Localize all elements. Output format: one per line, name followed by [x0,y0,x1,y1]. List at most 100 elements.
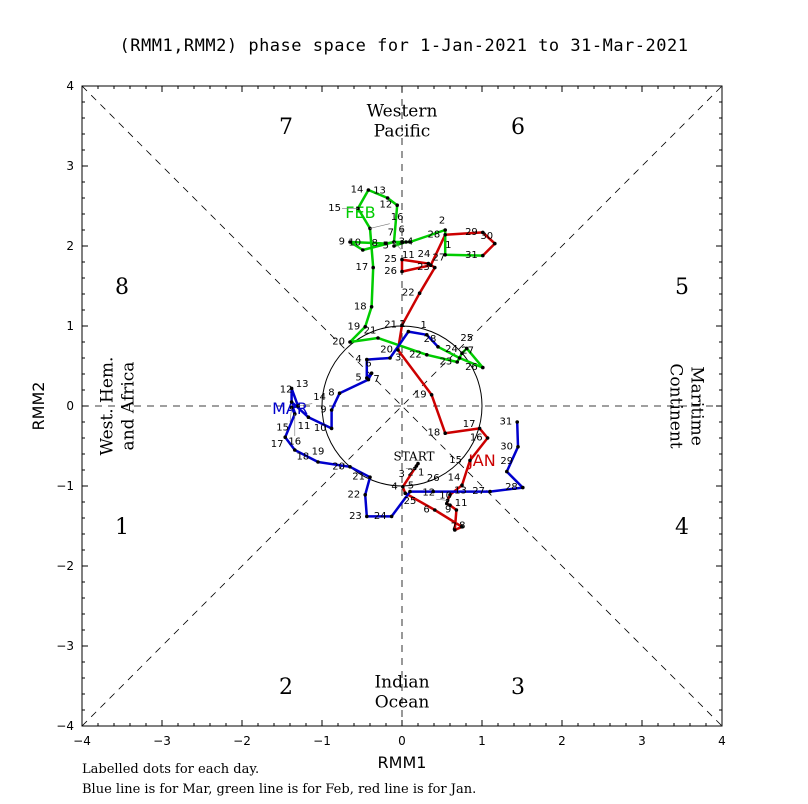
day-dot [365,514,369,519]
day-dot [429,263,433,268]
day-label: 7 [388,227,394,238]
leader-line [369,223,390,229]
day-label: 10 [439,490,452,501]
day-dot [289,400,294,404]
leader-line [436,498,448,501]
day-dot [436,345,440,349]
day-label: 3 [395,353,401,364]
day-label: 14 [351,185,364,196]
day-label: 12 [379,200,392,211]
day-dot [445,498,450,503]
y-tick-label: 0 [66,399,74,413]
day-dot [395,203,400,207]
month-label-feb: FEB [345,203,375,222]
day-dot [468,458,472,463]
phase-number-1: 1 [115,515,129,540]
day-label: 17 [463,419,476,430]
region-label-left: and Africa [118,362,138,451]
day-label: 6 [423,505,429,516]
day-dot [485,436,490,440]
day-label: 18 [354,301,367,312]
y-tick-label: −4 [56,719,74,733]
day-label: 28 [424,334,437,345]
day-label: 12 [280,384,293,395]
day-dot [448,493,452,497]
day-dot [477,426,482,431]
leader-line [289,407,292,422]
day-dot [457,356,462,360]
day-dot [443,253,448,257]
day-label: 16 [470,433,483,444]
y-tick-label: 2 [66,239,74,253]
day-label: 14 [313,392,326,403]
y-tick-label: 4 [66,79,74,93]
day-label: 25 [460,333,473,344]
day-dot [481,365,485,370]
day-label: 23 [349,511,362,522]
region-label-left: West. Hem. [97,357,117,456]
x-tick-label: 0 [398,734,406,748]
leader-line [393,241,402,250]
day-dot [460,483,464,488]
day-dot [408,240,412,244]
leader-lines [289,208,448,501]
region-label-bottom: Indian [374,673,429,693]
day-dot [488,489,492,494]
day-label: 3 [399,469,405,480]
day-dot [348,340,352,344]
day-label: 2 [399,319,405,330]
day-dot [369,371,374,376]
phase-number-4: 4 [675,515,689,540]
day-dot [368,475,372,480]
day-dot [445,501,449,506]
day-label: 5 [408,481,414,492]
day-dot [329,408,334,412]
day-label: 19 [414,389,427,400]
day-label: 15 [449,455,462,466]
region-label-right: Continent [666,363,686,448]
day-dot [384,241,388,246]
day-dot [460,525,464,529]
day-dot [429,393,434,397]
day-dot [293,448,297,452]
day-dot [371,265,376,270]
day-label: 18 [296,452,309,463]
x-tick-label: 4 [718,734,726,748]
day-label: 1 [420,320,426,331]
day-dot [481,230,485,235]
day-dot [443,233,448,237]
day-label: 11 [298,421,311,432]
day-label: 15 [328,203,341,214]
day-dot [396,348,400,352]
footer-line-2: Blue line is for Mar, green line is for … [82,782,477,797]
day-label: 28 [505,482,518,493]
day-dot [515,420,519,424]
day-dot [316,460,320,464]
day-label: 13 [296,379,309,390]
day-dot [400,240,404,244]
x-tick-label: 2 [558,734,566,748]
day-dot [385,196,390,200]
diagonal-line [81,85,723,727]
day-dot [366,188,371,192]
day-dot [283,435,288,440]
day-dot [465,346,469,351]
day-dot [348,240,352,244]
day-label: 25 [404,496,417,507]
day-label: 22 [347,489,360,500]
day-label: 28 [427,229,440,240]
day-label: 20 [332,337,345,348]
day-dot [365,357,369,362]
day-label: 19 [347,321,360,332]
day-label: 5 [383,241,389,252]
day-label: 24 [418,249,431,260]
day-label: 6 [365,358,371,369]
day-dot [417,291,422,296]
day-label: 26 [465,362,478,373]
day-label: 31 [499,417,512,428]
day-label: 7 [451,521,457,532]
day-label: 24 [445,344,458,355]
day-label: 21 [384,320,397,331]
day-label: 14 [448,473,461,484]
day-dot [493,241,497,246]
